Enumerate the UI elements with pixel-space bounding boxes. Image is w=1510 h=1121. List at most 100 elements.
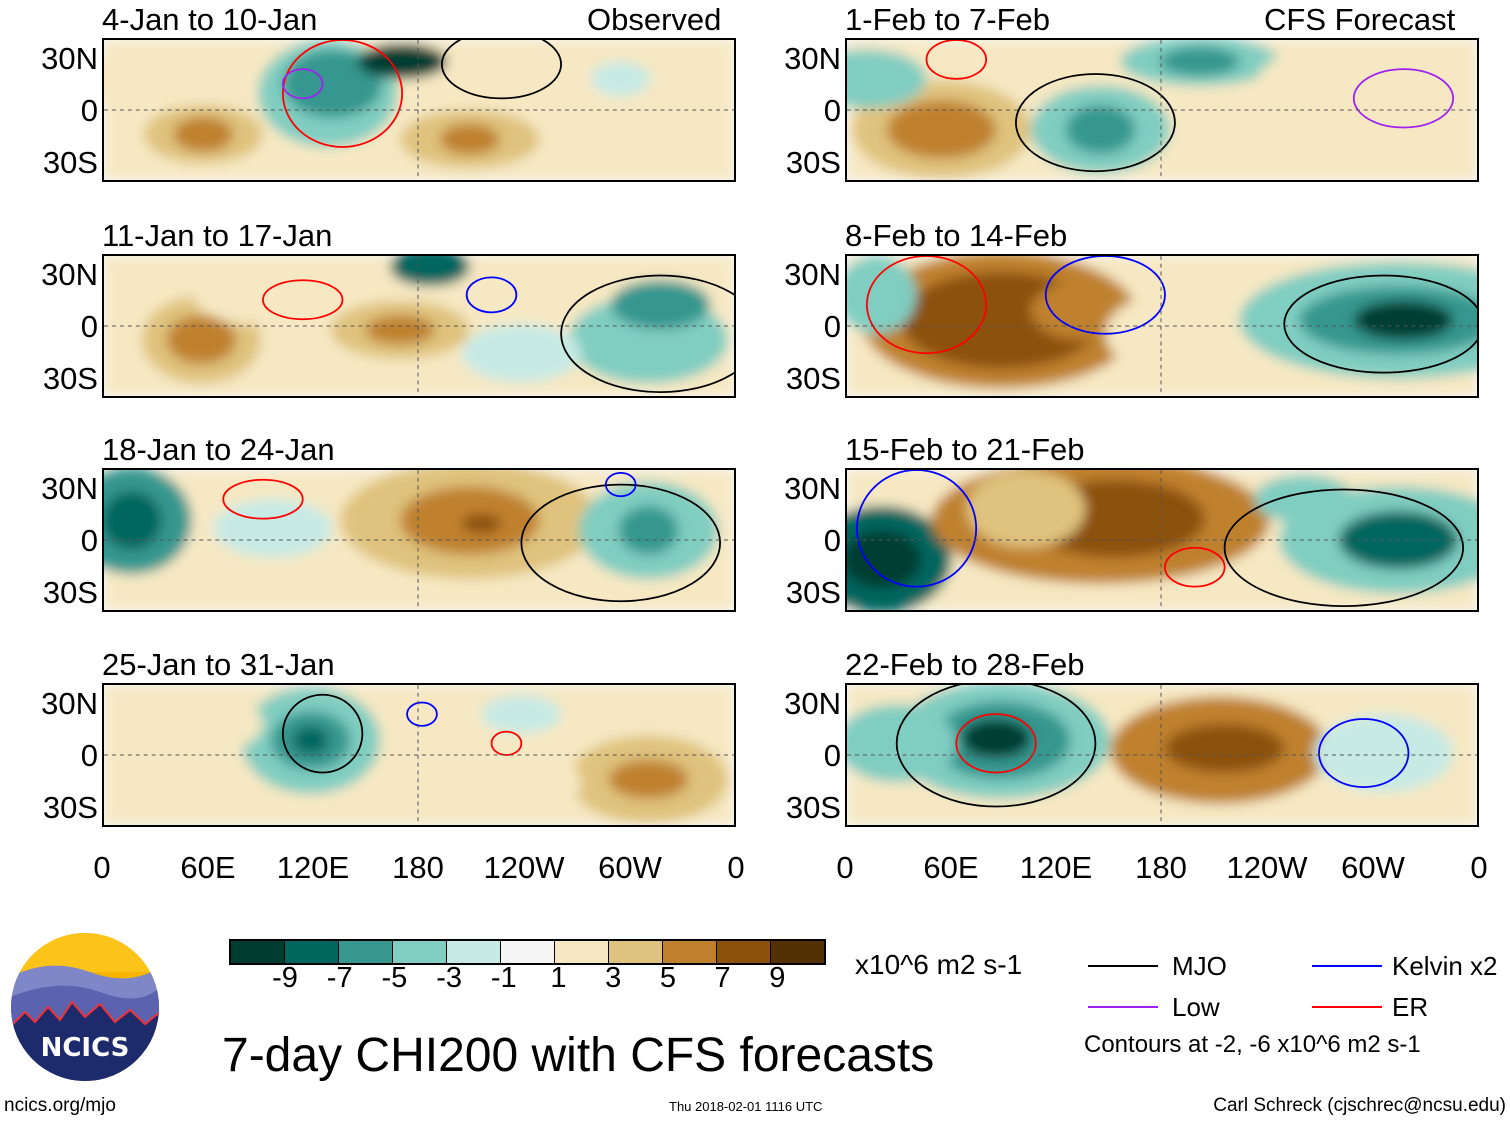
forecast-header: CFS Forecast (1264, 2, 1456, 37)
longitude-label: 0 (836, 850, 854, 885)
filter-contour (1318, 718, 1410, 788)
filter-contour (925, 40, 988, 80)
colorbar-units: x10^6 m2 s-1 (855, 949, 1023, 980)
latitude-label: 30S (42, 145, 98, 180)
map-panel (845, 683, 1479, 827)
map-panel (845, 468, 1479, 612)
contour-note: Contours at -2, -6 x10^6 m2 s-1 (1084, 1031, 1421, 1058)
chi200-anomaly-region (292, 567, 413, 607)
longitude-label: 60W (598, 850, 662, 885)
logo-text: NCICS (41, 1033, 130, 1063)
footer-url[interactable]: ncics.org/mjo (4, 1095, 116, 1116)
chi200-anomaly-region (1254, 49, 1374, 128)
filter-contour (1352, 68, 1455, 129)
latitude-label: 0 (80, 523, 98, 558)
legend-mjo: MJO (1172, 951, 1227, 981)
latitude-label: 30S (785, 145, 841, 180)
chi200-anomaly-region (143, 694, 263, 754)
filter-contour (406, 701, 438, 727)
panel-title: 18-Jan to 24-Jan (102, 432, 335, 467)
latitude-label: 30N (41, 686, 98, 721)
colorbar-swatch (555, 941, 609, 963)
colorbar-swatch (717, 941, 771, 963)
chi200-anomaly-region (461, 324, 581, 383)
filter-contour (490, 730, 523, 756)
filter-contour (440, 40, 562, 100)
chi200-anomaly-region (1314, 714, 1454, 792)
latitude-label: 30S (785, 361, 841, 396)
filter-contour (520, 483, 721, 603)
longitude-label: 180 (1135, 850, 1187, 885)
map-panel (845, 38, 1479, 182)
latitude-label: 30N (784, 686, 841, 721)
latitude-label: 30S (42, 361, 98, 396)
latitude-label: 0 (823, 738, 841, 773)
chi200-anomaly-region (166, 315, 237, 364)
chi200-anomaly-region (357, 43, 447, 79)
chi200-anomaly-region (1333, 108, 1474, 167)
colorbar-swatch (771, 941, 824, 963)
latitude-label: 30N (784, 471, 841, 506)
chi200-anomaly-region (1065, 105, 1136, 154)
chi200-anomaly-region (439, 123, 500, 155)
longitude-label: 60E (923, 850, 979, 885)
latitude-label: 0 (80, 738, 98, 773)
chi200-anomaly-region (961, 719, 1031, 758)
latitude-label: 0 (823, 93, 841, 128)
colorbar-swatch (447, 941, 501, 963)
panel-title: 4-Jan to 10-Jan (102, 2, 318, 37)
filter-contour (1044, 256, 1166, 335)
colorbar-swatch (663, 941, 717, 963)
longitude-label: 0 (93, 850, 111, 885)
colorbar-label: 9 (769, 962, 786, 994)
latitude-label: 30S (785, 790, 841, 825)
colorbar (229, 939, 826, 965)
legend-low: Low (1172, 992, 1220, 1022)
latitude-label: 30N (784, 257, 841, 292)
legend-er-line (1312, 1006, 1382, 1008)
filter-contour (281, 68, 324, 100)
chi200-anomaly-region (193, 265, 313, 325)
filter-contour (262, 279, 344, 321)
filter-contour (604, 472, 637, 498)
chi200-anomaly-region (1254, 474, 1354, 524)
latitude-label: 30N (41, 41, 98, 76)
colorbar-swatch (231, 941, 285, 963)
chi200-anomaly-region (1164, 723, 1285, 773)
colorbar-swatch (609, 941, 663, 963)
panel-title: 22-Feb to 28-Feb (845, 647, 1085, 682)
chi200-anomaly-region (173, 116, 234, 152)
colorbar-label: 5 (659, 962, 676, 994)
map-panel (102, 254, 736, 398)
latitude-label: 30S (42, 575, 98, 610)
colorbar-label: 3 (605, 962, 622, 994)
filter-contour (1283, 274, 1477, 374)
filter-contour (895, 685, 1097, 808)
filter-contour (955, 713, 1037, 774)
ncics-logo: NCICS (11, 933, 159, 1081)
colorbar-label: -7 (326, 962, 353, 994)
latitude-label: 30N (784, 41, 841, 76)
observed-header: Observed (587, 2, 722, 37)
filter-contour (865, 256, 987, 355)
chi200-anomaly-region (847, 704, 957, 783)
footer-timestamp: Thu 2018-02-01 1116 UTC (669, 1099, 823, 1114)
chi200-anomaly-region (421, 743, 581, 822)
panel-title: 1-Feb to 7-Feb (845, 2, 1051, 37)
chi200-anomaly-region (847, 256, 917, 334)
longitude-label: 120W (1226, 850, 1308, 885)
colorbar-label: 7 (714, 962, 731, 994)
chi200-anomaly-region (847, 530, 922, 589)
colorbar-label: -1 (490, 962, 517, 994)
colorbar-label: -9 (272, 962, 298, 994)
filter-contour (281, 693, 364, 774)
latitude-label: 30S (42, 790, 98, 825)
chi200-anomaly-region (1105, 294, 1225, 373)
filter-contour (222, 478, 304, 520)
figure-title: 7-day CHI200 with CFS forecasts (222, 1029, 935, 1082)
filter-contour (281, 40, 403, 148)
filter-contour (1223, 488, 1464, 607)
chi200-anomaly-region (461, 513, 502, 534)
latitude-label: 0 (80, 309, 98, 344)
colorbar-label: -3 (436, 962, 462, 994)
